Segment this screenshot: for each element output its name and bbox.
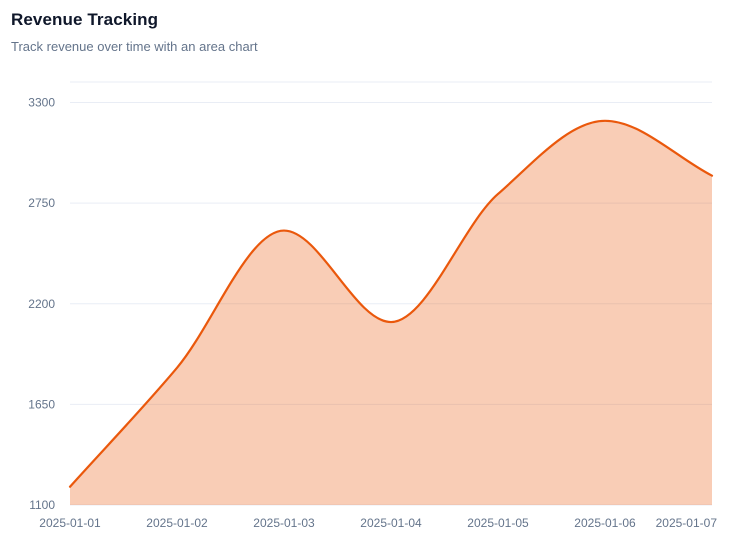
y-axis-tick-label: 3300 — [28, 96, 55, 110]
y-axis-tick-label: 2200 — [28, 297, 55, 311]
x-axis-tick-label: 2025-01-03 — [253, 516, 315, 530]
chart-subtitle: Track revenue over time with an area cha… — [11, 39, 258, 54]
chart-title: Revenue Tracking — [11, 10, 159, 29]
y-axis-tick-label: 2750 — [28, 196, 55, 210]
revenue-line — [68, 119, 714, 488]
x-axis-tick-label: 2025-01-07 — [656, 516, 718, 530]
revenue-area-fill[interactable] — [70, 120, 712, 505]
x-axis-tick-label: 2025-01-05 — [467, 516, 529, 530]
x-axis-tick-label: 2025-01-02 — [146, 516, 208, 530]
y-axis-tick-label: 1100 — [29, 498, 55, 512]
x-axis-tick-label: 2025-01-06 — [574, 516, 636, 530]
chart-header: Revenue Tracking Track revenue over time… — [11, 10, 258, 54]
y-axis-tick-label: 1650 — [28, 397, 55, 411]
x-axis-tick-label: 2025-01-04 — [360, 516, 422, 530]
x-axis-tick-label: 2025-01-01 — [39, 516, 101, 530]
